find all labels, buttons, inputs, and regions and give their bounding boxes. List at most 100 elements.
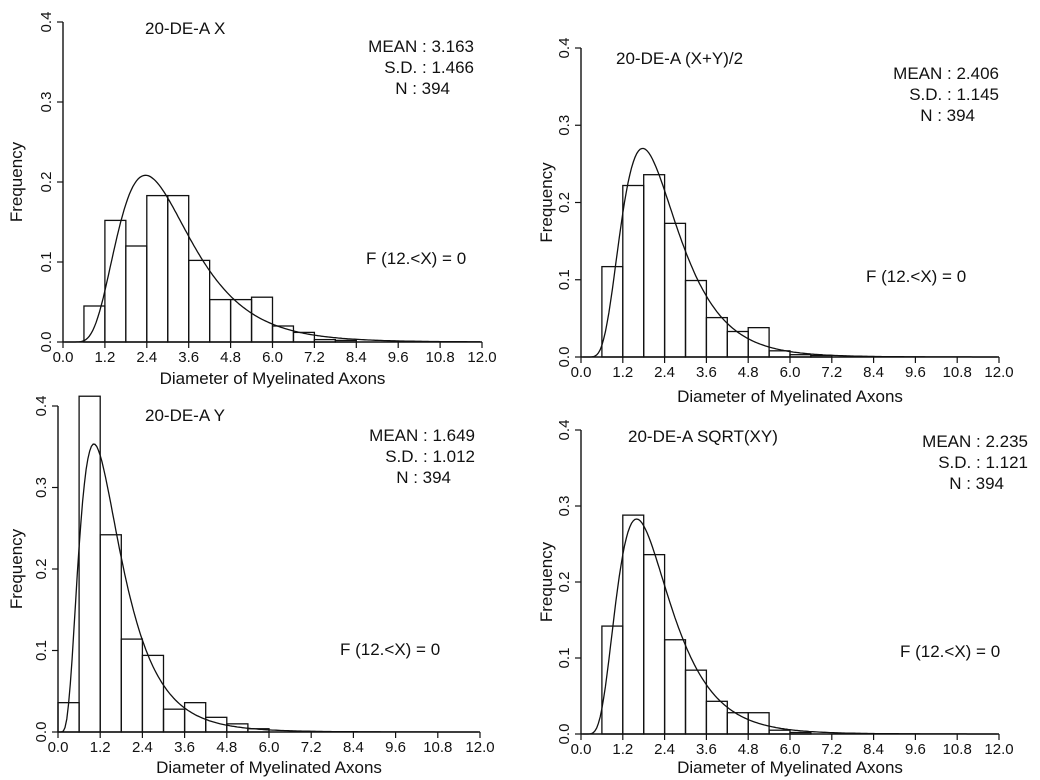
stat-mean: MEAN : 2.406 bbox=[893, 64, 999, 83]
x-tick-label: 1.2 bbox=[612, 741, 633, 758]
x-tick-label: 1.2 bbox=[612, 364, 633, 381]
chart-panel-3: 0.0 0.1 0.2 0.3 0.4 0.0 1.2 2.4 3.6 4.8 6.0 7.2 8.4 9… bbox=[7, 395, 495, 777]
y-axis-title: Frequency bbox=[7, 528, 26, 609]
chart-panel-4: 0.0 0.1 0.2 0.3 0.4 0.0 1.2 2.4 3.6 4.8 6.0 7.2 8.4 9… bbox=[537, 420, 1028, 777]
y-tick-label: 0.1 bbox=[556, 648, 573, 669]
x-tick-label: 9.6 bbox=[905, 364, 926, 381]
histogram-bar bbox=[104, 219, 127, 343]
histogram-bar bbox=[705, 316, 728, 358]
y-tick-label: 0.4 bbox=[38, 12, 55, 33]
y-tick-label: 0.1 bbox=[556, 269, 573, 290]
panel-title: 20-DE-A Y bbox=[145, 406, 225, 425]
histogram-bar bbox=[601, 625, 624, 735]
tail-frequency-note: F (12.<X) = 0 bbox=[866, 267, 966, 286]
x-tick-label: 1.2 bbox=[90, 739, 111, 756]
x-tick-label: 6.0 bbox=[262, 349, 283, 366]
x-tick-label: 7.2 bbox=[301, 739, 322, 756]
y-tick-label: 0.2 bbox=[556, 192, 573, 213]
x-tick-label: 3.6 bbox=[174, 739, 195, 756]
y-tick-label: 0.0 bbox=[33, 722, 50, 743]
histogram-bar bbox=[622, 514, 645, 735]
y-tick-label: 0.3 bbox=[38, 92, 55, 113]
histogram-bar bbox=[83, 305, 106, 343]
y-tick-label: 0.3 bbox=[556, 496, 573, 517]
stat-n: N : 394 bbox=[395, 79, 450, 98]
histogram-bar bbox=[747, 326, 770, 358]
x-axis-title: Diameter of Myelinated Axons bbox=[677, 387, 903, 406]
x-tick-label: 8.4 bbox=[343, 739, 364, 756]
histogram-bar bbox=[789, 731, 812, 735]
x-tick-label: 0.0 bbox=[571, 741, 592, 758]
x-tick-label: 10.8 bbox=[943, 364, 972, 381]
x-tick-label: 9.6 bbox=[905, 741, 926, 758]
x-tick-label: 4.8 bbox=[738, 741, 759, 758]
y-axis-title: Frequency bbox=[537, 541, 556, 622]
panel-title: 20-DE-A SQRT(XY) bbox=[628, 427, 778, 446]
x-tick-label: 7.2 bbox=[821, 364, 842, 381]
histogram-bar bbox=[141, 654, 165, 733]
x-tick-label: 9.6 bbox=[385, 739, 406, 756]
x-tick-label: 3.6 bbox=[696, 364, 717, 381]
histogram-bar bbox=[313, 338, 336, 343]
x-tick-label: 2.4 bbox=[136, 349, 157, 366]
fitted-curve bbox=[64, 174, 481, 343]
x-tick-label: 3.6 bbox=[696, 741, 717, 758]
y-tick-label: 0.0 bbox=[556, 724, 573, 745]
y-tick-label: 0.1 bbox=[38, 252, 55, 273]
histogram-bar bbox=[705, 700, 728, 735]
x-axis-title: Diameter of Myelinated Axons bbox=[677, 758, 903, 777]
tail-frequency-note: F (12.<X) = 0 bbox=[366, 249, 466, 268]
x-tick-label: 0.0 bbox=[571, 364, 592, 381]
chart-panel-1: 0.0 0.1 0.2 0.3 0.4 0.0 1.2 2.4 3.6 4.8 6.0 7.2 8.4 9… bbox=[7, 12, 497, 388]
x-tick-label: 8.4 bbox=[346, 349, 367, 366]
histogram-bar bbox=[643, 174, 666, 358]
histogram-bar bbox=[250, 296, 274, 343]
stat-sd: S.D. : 1.145 bbox=[909, 85, 999, 104]
stat-mean: MEAN : 3.163 bbox=[368, 37, 474, 56]
fitted-curve bbox=[582, 518, 998, 735]
x-tick-label: 7.2 bbox=[821, 741, 842, 758]
x-tick-label: 10.8 bbox=[425, 349, 454, 366]
x-tick-label: 3.6 bbox=[178, 349, 199, 366]
panel-title: 20-DE-A (X+Y)/2 bbox=[616, 49, 743, 68]
histogram-bar bbox=[183, 702, 207, 733]
tail-frequency-note: F (12.<X) = 0 bbox=[900, 642, 1000, 661]
histogram-bar bbox=[162, 708, 186, 733]
stat-sd: S.D. : 1.121 bbox=[938, 453, 1028, 472]
stat-mean: MEAN : 1.649 bbox=[369, 426, 475, 445]
histogram-bar bbox=[747, 712, 770, 735]
x-tick-label: 10.8 bbox=[423, 739, 452, 756]
histogram-bar bbox=[622, 184, 645, 358]
y-tick-label: 0.1 bbox=[33, 640, 50, 661]
stat-sd: S.D. : 1.466 bbox=[384, 58, 474, 77]
y-tick-label: 0.2 bbox=[33, 559, 50, 580]
x-tick-label: 2.4 bbox=[132, 739, 153, 756]
panel-title: 20-DE-A X bbox=[145, 19, 225, 38]
histogram-bar bbox=[768, 729, 791, 735]
stat-n: N : 394 bbox=[949, 474, 1004, 493]
y-tick-label: 0.4 bbox=[33, 396, 50, 417]
y-tick-label: 0.4 bbox=[556, 38, 573, 59]
y-tick-label: 0.2 bbox=[38, 172, 55, 193]
x-tick-label: 1.2 bbox=[94, 349, 115, 366]
histogram-bar bbox=[810, 354, 833, 358]
histogram-bar bbox=[684, 279, 708, 358]
stat-sd: S.D. : 1.012 bbox=[385, 447, 475, 466]
x-tick-label: 2.4 bbox=[654, 364, 675, 381]
chart-panel-2: 0.0 0.1 0.2 0.3 0.4 0.0 1.2 2.4 3.6 4.8 6.0 7.2 8.4 9… bbox=[537, 38, 1014, 406]
y-tick-label: 0.3 bbox=[556, 115, 573, 136]
histogram-bar bbox=[146, 194, 169, 343]
histogram-bar bbox=[726, 330, 749, 358]
fitted-curve bbox=[582, 147, 998, 358]
histogram-bar bbox=[120, 638, 144, 733]
stat-mean: MEAN : 2.235 bbox=[922, 432, 1028, 451]
stat-n: N : 394 bbox=[396, 468, 451, 487]
x-tick-label: 8.4 bbox=[863, 364, 884, 381]
histogram-bar bbox=[601, 265, 624, 358]
y-tick-label: 0.4 bbox=[556, 420, 573, 441]
histogram-bar bbox=[768, 350, 791, 358]
x-tick-label: 4.8 bbox=[220, 349, 241, 366]
histogram-bar bbox=[99, 534, 122, 733]
x-tick-label: 12.0 bbox=[984, 741, 1013, 758]
